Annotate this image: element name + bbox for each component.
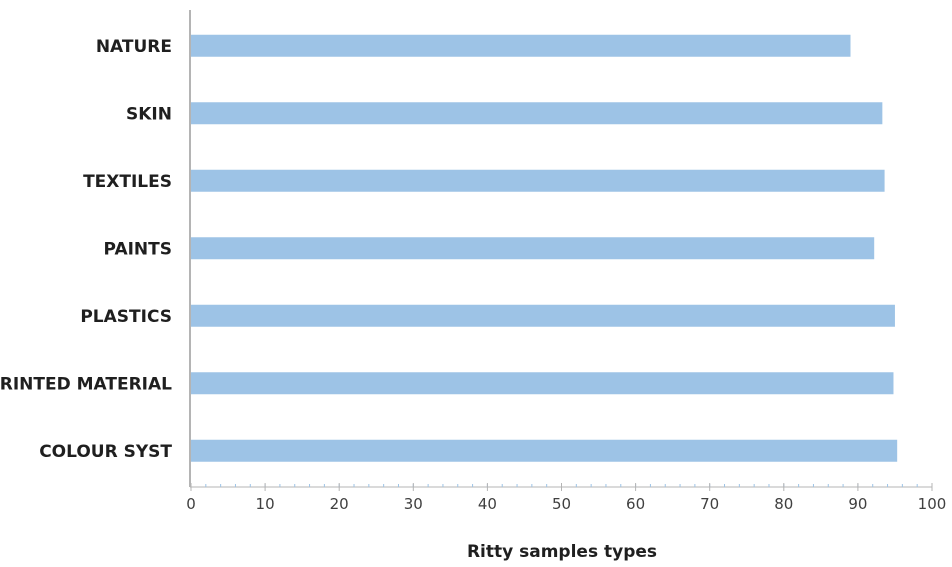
bar-printed-material <box>191 372 894 395</box>
axis-layer <box>189 10 933 491</box>
x-tick-label: 20 <box>330 495 349 513</box>
bar-plastics <box>191 304 895 327</box>
bars-layer <box>191 34 898 462</box>
x-tick-label: 40 <box>478 495 497 513</box>
category-label: PLASTICS <box>80 307 172 327</box>
bar-paints <box>191 237 875 260</box>
x-tick-label: 80 <box>774 495 793 513</box>
x-tick-label: 50 <box>552 495 571 513</box>
x-tick-label: 70 <box>700 495 719 513</box>
bar-colour-syst <box>191 439 898 462</box>
x-tick-label: 10 <box>256 495 275 513</box>
category-label: PAINTS <box>104 239 172 259</box>
bar-textiles <box>191 169 885 192</box>
bar-skin <box>191 102 883 125</box>
category-label: TEXTILES <box>83 172 172 192</box>
category-label: PRINTED MATERIAL <box>0 374 172 394</box>
category-label: COLOUR SYST <box>39 442 172 462</box>
x-tick-label: 30 <box>404 495 423 513</box>
x-tick-label: 100 <box>918 495 947 513</box>
category-label: SKIN <box>126 104 172 124</box>
x-tick-label: 0 <box>186 495 196 513</box>
labels-layer: NATURE SKIN TEXTILES PAINTS PLASTICS PRINTED … <box>0 37 946 513</box>
category-label: NATURE <box>96 37 172 57</box>
x-tick-label: 90 <box>848 495 867 513</box>
x-tick-label: 60 <box>626 495 645 513</box>
bar-nature <box>191 34 851 57</box>
x-axis-title: Ritty samples types <box>467 542 657 562</box>
